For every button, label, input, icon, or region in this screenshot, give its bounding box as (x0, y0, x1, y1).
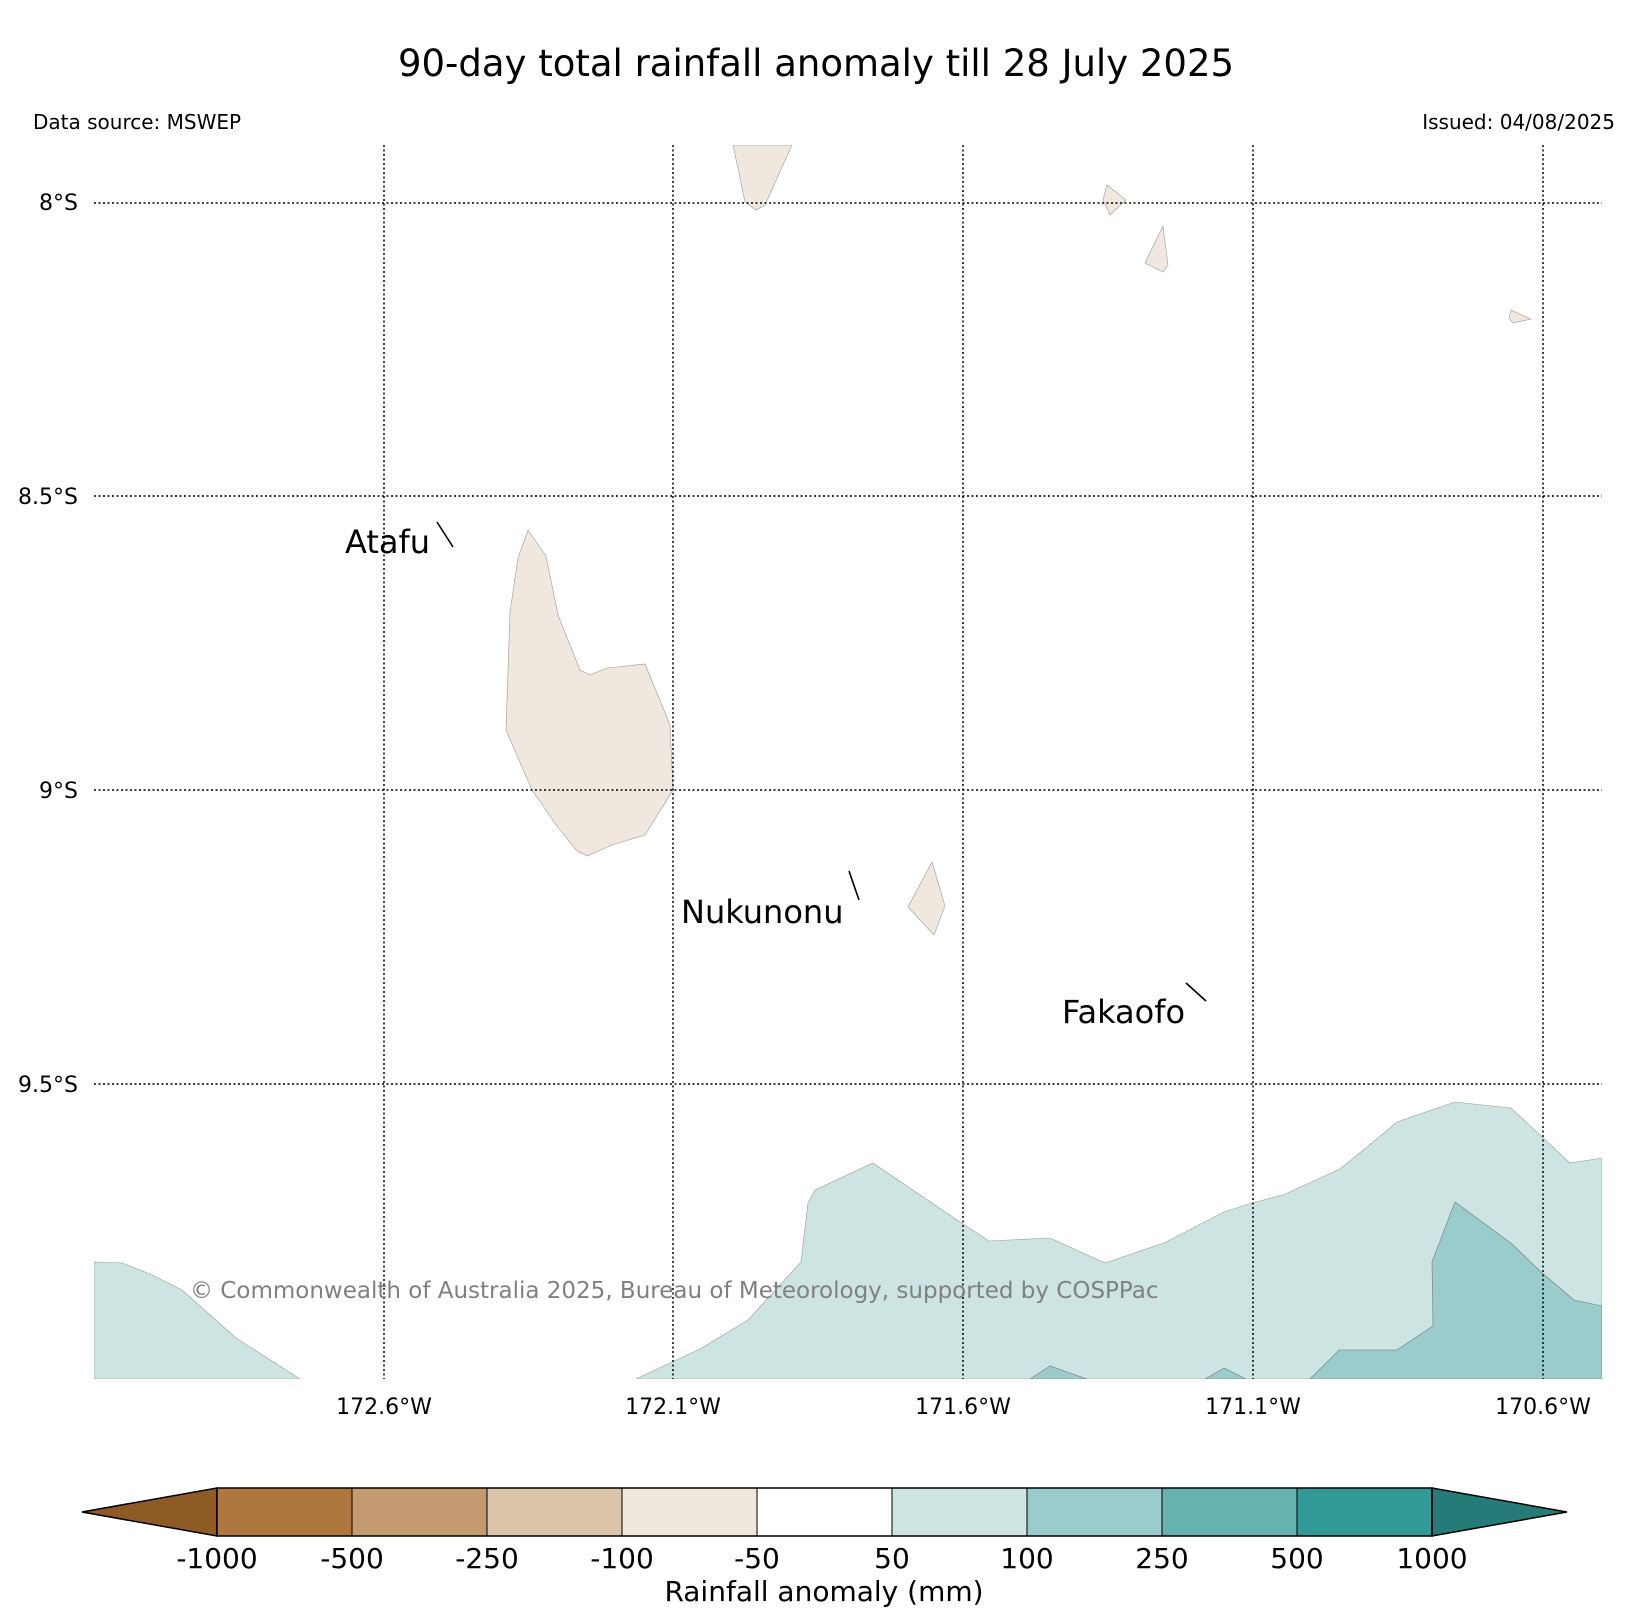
place-label-atafu: Atafu (345, 523, 430, 561)
wet-anomaly-patch-2 (1204, 1367, 1247, 1379)
wet-anomaly-region-west (94, 1261, 301, 1379)
colorbar-segment-6 (891, 1487, 1028, 1537)
wet-anomaly-region-south (635, 1101, 1602, 1379)
colorbar-segment-4 (621, 1487, 758, 1537)
wet-anomaly-region-southeast (1309, 1201, 1602, 1379)
fakaofo-island-marker (1185, 982, 1207, 1002)
colorbar-segment-2 (351, 1487, 488, 1537)
map-title: 90-day total rainfall anomaly till 28 Ju… (397, 42, 1235, 85)
copyright-notice: © Commonwealth of Australia 2025, Bureau… (190, 1278, 1159, 1304)
data-source-label: Data source: MSWEP (33, 110, 242, 134)
nukunonu-island-marker (848, 870, 860, 901)
issued-date-label: Issued: 04/08/2025 (1422, 110, 1615, 134)
lon-label-170-6w: 170.6°W (1495, 1395, 1591, 1420)
lon-label-171-6w: 171.6°W (915, 1395, 1011, 1420)
colorbar-segment-7 (1026, 1487, 1163, 1537)
colorbar-tick-1: -500 (320, 1542, 384, 1575)
colorbar-tick-3: -100 (590, 1542, 654, 1575)
dry-anomaly-region-atafu (505, 529, 674, 857)
colorbar-tick-0: -1000 (176, 1542, 257, 1575)
colorbar-extend-low (81, 1487, 218, 1537)
dry-anomaly-region-small-3 (1508, 309, 1532, 324)
colorbar-tick-2: -250 (455, 1542, 519, 1575)
colorbar-tick-4: -50 (734, 1542, 780, 1575)
colorbar-tick-5: 50 (874, 1542, 910, 1575)
dry-anomaly-region-small-1 (1102, 184, 1127, 216)
lon-label-172-1w: 172.1°W (625, 1395, 721, 1420)
place-label-fakaofo: Fakaofo (1062, 993, 1185, 1031)
place-label-nukunonu: Nukunonu (681, 893, 843, 931)
colorbar-title: Rainfall anomaly (mm) (664, 1575, 983, 1608)
lat-label-9-5s: 9.5°S (18, 1073, 78, 1098)
colorbar-tick-7: 250 (1135, 1542, 1188, 1575)
lat-label-8-5s: 8.5°S (18, 485, 78, 510)
dry-anomaly-region-nukunonu (907, 861, 946, 936)
dry-anomaly-region-small-2 (1144, 224, 1169, 273)
colorbar-tick-8: 500 (1270, 1542, 1323, 1575)
colorbar-tick-6: 100 (1000, 1542, 1053, 1575)
lat-label-9s: 9°S (39, 779, 78, 804)
colorbar-segment-9 (1296, 1487, 1433, 1537)
lon-label-171-1w: 171.1°W (1205, 1395, 1301, 1420)
colorbar-segment-5 (756, 1487, 893, 1537)
colorbar-segment-1 (216, 1487, 353, 1537)
lat-label-8s: 8°S (39, 191, 78, 216)
colorbar-segment-8 (1161, 1487, 1298, 1537)
colorbar-extend-high (1431, 1487, 1568, 1537)
lon-label-172-6w: 172.6°W (336, 1395, 432, 1420)
wet-anomaly-patch-1 (1029, 1365, 1088, 1379)
colorbar (81, 1487, 1568, 1537)
rainfall-anomaly-contours (94, 145, 1602, 1379)
colorbar-segment-3 (486, 1487, 623, 1537)
graticule (94, 145, 1602, 1379)
colorbar-tick-9: 1000 (1396, 1542, 1467, 1575)
atafu-island-marker (436, 521, 454, 548)
dry-anomaly-region-north (732, 145, 793, 211)
